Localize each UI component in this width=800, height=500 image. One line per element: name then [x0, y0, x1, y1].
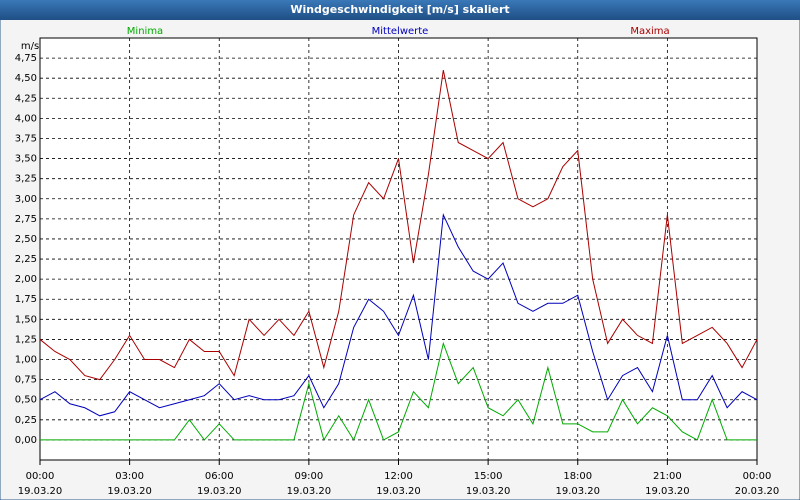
title-bar	[0, 0, 800, 20]
x-tick-label: 06:00	[205, 471, 234, 482]
x-tick-date: 19.03.20	[645, 486, 690, 497]
series-line	[39, 212, 758, 417]
series-line	[40, 341, 757, 442]
y-tick-label: 3,75	[15, 133, 37, 144]
y-tick-label: 1,00	[15, 355, 37, 366]
series-line	[39, 70, 758, 381]
y-tick-label: 3,00	[15, 194, 37, 205]
y-tick-label: 3,25	[15, 174, 37, 185]
y-tick-label: 2,75	[15, 214, 37, 225]
x-tick-date: 19.03.20	[18, 486, 63, 497]
y-tick-label: 4,50	[15, 73, 37, 84]
y-tick-label: 2,50	[15, 234, 37, 245]
legend-entry: Mittelwerte	[372, 26, 429, 37]
x-tick-date: 19.03.20	[555, 486, 600, 497]
y-tick-label: 3,50	[15, 154, 37, 165]
x-tick-label: 15:00	[474, 471, 503, 482]
chart-title: Windgeschwindigkeit [m/s] skaliert	[290, 3, 509, 16]
x-tick-label: 09:00	[294, 471, 323, 482]
y-tick-label: 0,50	[15, 395, 37, 406]
y-tick-label: 4,25	[15, 93, 37, 104]
y-tick-label: 1,50	[15, 314, 37, 325]
legend-entry: Minima	[127, 26, 163, 37]
x-tick-date: 20.03.20	[735, 486, 780, 497]
x-tick-label: 00:00	[743, 471, 772, 482]
x-tick-label: 03:00	[115, 471, 144, 482]
y-tick-label: 0,25	[15, 415, 37, 426]
y-tick-label: 4,75	[15, 53, 37, 64]
legend-entry: Maxima	[630, 26, 669, 37]
x-tick-label: 00:00	[26, 471, 55, 482]
x-tick-date: 19.03.20	[376, 486, 421, 497]
x-tick-date: 19.03.20	[107, 486, 152, 497]
y-tick-label: 2,00	[15, 274, 37, 285]
y-tick-label: 2,25	[15, 254, 37, 265]
x-tick-label: 18:00	[563, 471, 592, 482]
y-axis-label: m/s	[21, 41, 39, 52]
y-tick-label: 1,25	[15, 334, 37, 345]
x-tick-label: 12:00	[384, 471, 413, 482]
y-tick-label: 0,00	[15, 435, 37, 446]
x-tick-date: 19.03.20	[466, 486, 511, 497]
x-tick-date: 19.03.20	[197, 486, 242, 497]
y-tick-label: 4,00	[15, 113, 37, 124]
x-tick-label: 21:00	[653, 471, 682, 482]
y-tick-label: 0,75	[15, 375, 37, 386]
y-tick-label: 1,75	[15, 294, 37, 305]
x-tick-date: 19.03.20	[287, 486, 332, 497]
